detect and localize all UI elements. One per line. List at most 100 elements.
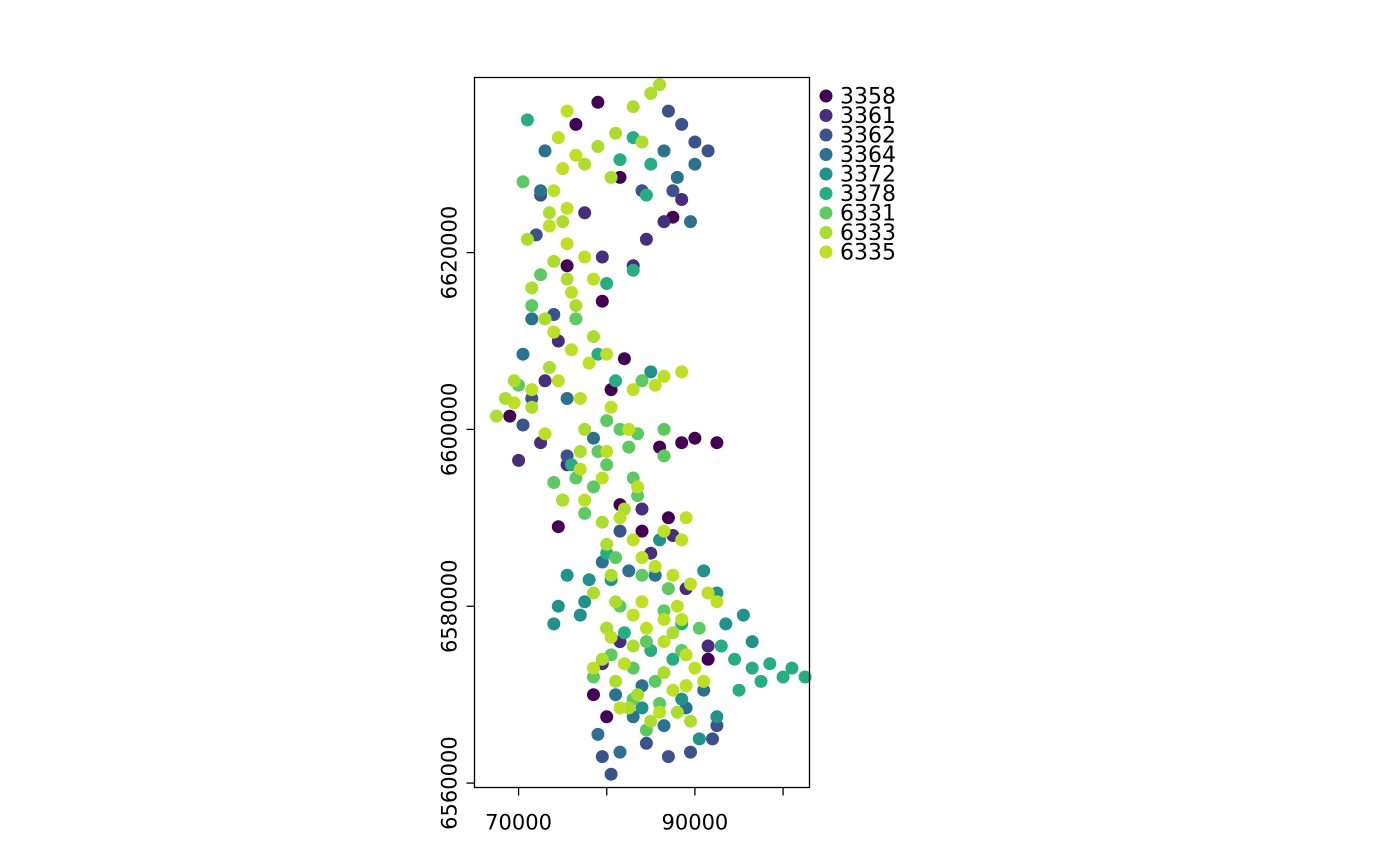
data-point-3361-17 (595, 250, 609, 264)
data-point-6335-10 (565, 285, 578, 299)
legend-item-6331: 6331 (819, 202, 896, 227)
data-point-3364-3 (684, 215, 697, 229)
data-point-6335-33 (635, 551, 649, 565)
data-point-3361-1 (675, 193, 689, 206)
data-points-layer (490, 78, 812, 781)
data-point-3364-15 (657, 719, 671, 733)
data-point-6333-24 (595, 515, 609, 529)
data-point-3362-14 (684, 745, 697, 759)
data-point-3358-9 (710, 436, 724, 450)
data-point-6335-55 (653, 705, 667, 719)
data-point-6331-19 (516, 175, 530, 189)
data-point-3378-8 (714, 639, 728, 653)
data-point-6331-12 (657, 449, 671, 463)
data-point-3372-12 (675, 692, 689, 706)
data-point-3362-15 (661, 750, 675, 764)
data-point-3364-9 (587, 431, 600, 445)
legend-item-6335: 6335 (819, 241, 896, 266)
data-point-3358-8 (688, 431, 702, 445)
data-point-3378-6 (609, 374, 623, 388)
data-point-6333-14 (538, 312, 552, 326)
legend-swatch-3358 (819, 89, 833, 103)
data-point-3358-19 (587, 688, 600, 702)
data-point-3362-16 (639, 736, 653, 750)
data-point-3372-1 (560, 568, 574, 582)
series-3364 (516, 144, 711, 759)
data-point-6331-26 (692, 621, 706, 635)
legend-label-6331: 6331 (840, 202, 896, 227)
legend-label-6335: 6335 (840, 241, 896, 266)
data-point-6333-31 (657, 666, 671, 680)
data-point-3362-12 (613, 524, 627, 538)
data-point-6335-21 (657, 369, 671, 383)
data-point-6331-30 (661, 582, 675, 596)
data-point-3362-3 (661, 104, 675, 118)
data-point-6333-20 (507, 374, 521, 388)
data-point-3378-12 (785, 661, 799, 675)
data-point-6331-8 (587, 480, 600, 494)
data-point-6333-16 (587, 330, 600, 344)
data-point-3372-7 (719, 617, 733, 631)
series-6333 (490, 78, 697, 728)
data-point-6335-56 (666, 683, 680, 697)
data-point-6331-31 (635, 568, 649, 582)
data-point-6335-36 (648, 560, 662, 573)
data-point-6335-14 (600, 347, 614, 361)
series-3358 (503, 95, 724, 724)
x-axis: 70000 90000 (485, 787, 784, 835)
data-point-6333-9 (556, 215, 570, 229)
data-point-6335-35 (675, 533, 689, 547)
data-point-6335-26 (622, 422, 636, 436)
data-point-6335-41 (670, 599, 684, 613)
data-point-3372-16 (578, 595, 592, 609)
data-point-6335-20 (675, 365, 689, 379)
data-point-6335-15 (551, 374, 565, 388)
legend-label-3372: 3372 (840, 163, 896, 188)
data-point-3362-9 (516, 418, 530, 432)
data-point-3358-5 (595, 294, 609, 308)
data-point-6333-1 (653, 78, 667, 92)
data-point-6333-7 (604, 170, 618, 184)
data-point-3378-10 (745, 661, 759, 675)
data-point-3364-7 (516, 347, 530, 361)
data-point-6333-30 (631, 688, 645, 702)
legend-item-3378: 3378 (819, 182, 896, 207)
legend-swatch-6335 (819, 245, 833, 259)
data-point-6331-0 (600, 414, 614, 428)
data-point-6333-12 (560, 272, 574, 286)
data-point-3361-9 (635, 502, 649, 516)
data-point-6333-4 (591, 140, 605, 153)
legend-swatch-3378 (819, 187, 833, 200)
data-point-6335-54 (613, 701, 627, 715)
data-point-6335-2 (556, 162, 570, 176)
data-point-6335-38 (684, 577, 697, 591)
data-point-3378-18 (617, 626, 631, 640)
data-point-3361-0 (657, 215, 671, 229)
data-point-6335-23 (525, 383, 539, 397)
data-point-6333-37 (666, 626, 680, 640)
data-point-3361-13 (701, 639, 715, 653)
data-point-6331-37 (609, 551, 623, 565)
data-point-6333-33 (644, 714, 658, 728)
data-point-6335-53 (587, 661, 600, 675)
data-point-6331-28 (648, 674, 662, 688)
data-point-3378-16 (732, 683, 746, 697)
data-point-3364-1 (688, 157, 702, 171)
data-point-3364-6 (525, 312, 539, 326)
data-point-6333-6 (635, 135, 649, 149)
data-point-6333-21 (525, 400, 539, 414)
data-point-3372-5 (697, 564, 711, 578)
data-point-3378-2 (613, 153, 627, 167)
data-point-6333-36 (626, 639, 640, 653)
data-point-6335-50 (626, 608, 640, 622)
data-point-6333-8 (542, 206, 556, 220)
data-point-3378-19 (666, 652, 680, 666)
data-point-6335-18 (626, 383, 640, 397)
data-point-3378-23 (520, 113, 534, 127)
data-point-6333-3 (609, 126, 623, 140)
legend-label-6333: 6333 (840, 221, 896, 246)
data-point-6335-9 (587, 272, 600, 286)
plot-frame (473, 76, 811, 789)
